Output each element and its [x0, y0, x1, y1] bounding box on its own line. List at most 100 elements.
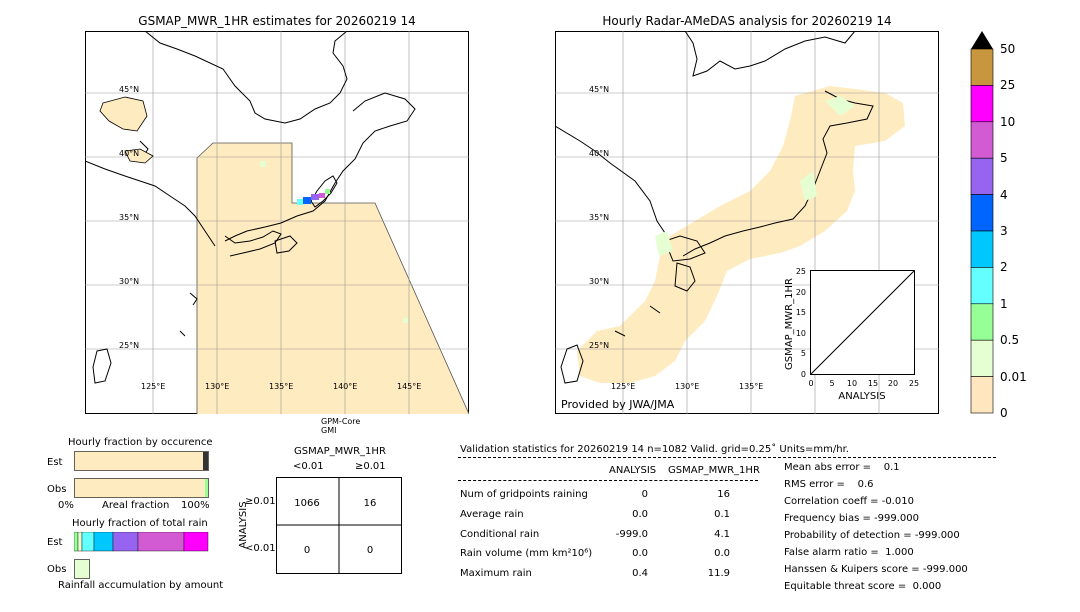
contingency-cell-b: 16 — [364, 498, 377, 509]
contingency-cell-a: 1066 — [294, 498, 319, 509]
contingency-title: GSMAP_MWR_1HR — [294, 446, 386, 457]
inset-xtick-10: 10 — [847, 379, 857, 388]
left-map-title: GSMAP_MWR_1HR estimates for 20260219 14 — [138, 14, 416, 28]
score-pod: Probability of detection = -999.000 — [784, 530, 960, 541]
validation-header: Validation statistics for 20260219 14 n=… — [460, 444, 849, 455]
fraction-est-label-2: Est — [47, 537, 63, 548]
colorbar-label-2: 2 — [1000, 260, 1008, 274]
contingency-cell-d: 0 — [367, 545, 373, 556]
fraction-est-label: Est — [47, 457, 63, 468]
satellite-label-1: GPM-Core — [321, 417, 361, 426]
colorbar-label-25: 25 — [1000, 78, 1015, 92]
score-mae: Mean abs error = 0.1 — [784, 462, 900, 473]
validation-row-gsmap: 4.1 — [714, 529, 730, 540]
score-corr: Correlation coeff = -0.010 — [784, 496, 914, 507]
inset-ytick-15: 15 — [796, 308, 806, 317]
inset-xtick-15: 15 — [868, 379, 878, 388]
contingency-cell-c: 0 — [304, 545, 310, 556]
colorbar-swatch-1-2 — [970, 267, 994, 305]
fraction-occurrence-title: Hourly fraction by occurence — [68, 437, 213, 448]
inset-ytick-5: 5 — [801, 349, 806, 358]
contingency-row-ge: ≥0.01 — [245, 496, 276, 507]
colorbar-swatch-10-25 — [970, 85, 994, 123]
colorbar-swatch-05-1 — [970, 303, 994, 341]
inset-ytick-0: 0 — [801, 370, 806, 379]
colorbar-label-4: 4 — [1000, 188, 1008, 202]
validation-row-analysis: 0.0 — [632, 548, 648, 559]
validation-row-label: Num of gridpoints raining — [460, 489, 588, 500]
validation-row-label: Maximum rain — [460, 568, 532, 579]
left-lon-145: 145°E — [397, 382, 421, 391]
fraction-total-title: Hourly fraction of total rain — [72, 518, 208, 529]
validation-col-rule — [458, 480, 758, 481]
right-lat-25: 25°N — [589, 341, 609, 350]
fraction-total-bars — [74, 532, 209, 579]
colorbar-swatch-5-10 — [970, 121, 994, 159]
contingency-col-lt: <0.01 — [293, 461, 324, 472]
validation-col-analysis: ANALYSIS — [609, 465, 657, 476]
validation-row-label: Rain volume (mm km²10⁶) — [460, 548, 593, 559]
left-map: 45°N 40°N 35°N 30°N 25°N 125°E 130°E 135… — [85, 31, 469, 414]
score-rmse: RMS error = 0.6 — [784, 479, 874, 490]
fraction-axis-mid: Areal fraction — [102, 500, 170, 511]
colorbar-swatch-0-001 — [970, 376, 994, 414]
left-lat-35: 35°N — [119, 213, 139, 222]
validation-row-gsmap: 0.1 — [714, 509, 730, 520]
right-lat-30: 30°N — [589, 277, 609, 286]
fraction-obs-label: Obs — [47, 484, 67, 495]
validation-col-gsmap: GSMAP_MWR_1HR — [668, 465, 760, 476]
colorbar-label-1: 1 — [1000, 297, 1008, 311]
inset-scatter: 0 5 10 15 20 25 0 5 10 15 20 25 ANALYSIS… — [784, 267, 919, 402]
colorbar-label-001: 0.01 — [1000, 370, 1027, 384]
colorbar-swatch-4-5 — [970, 157, 994, 195]
colorbar-label-0: 0 — [1000, 406, 1008, 420]
right-lon-130: 130°E — [675, 382, 699, 391]
colorbar-swatch-3-4 — [970, 194, 994, 232]
inset-ytick-20: 20 — [796, 288, 806, 297]
validation-row-analysis: 0.4 — [632, 568, 648, 579]
left-lon-140: 140°E — [333, 382, 357, 391]
right-lat-40: 40°N — [589, 149, 609, 158]
colorbar: 50 25 10 5 4 3 2 1 0.5 0.01 0 — [970, 31, 1027, 420]
left-lat-40: 40°N — [119, 149, 139, 158]
colorbar-label-50: 50 — [1000, 42, 1015, 56]
validation-header-rule — [458, 457, 996, 458]
colorbar-swatch-25-50 — [970, 48, 994, 86]
score-freq-bias: Frequency bias = -999.000 — [784, 513, 919, 524]
colorbar-swatch-2-3 — [970, 230, 994, 268]
validation-row-analysis: -999.0 — [615, 529, 648, 540]
validation-row-gsmap: 16 — [717, 489, 730, 500]
fraction-axis-right: 100% — [181, 500, 210, 511]
score-hk: Hanssen & Kuipers score = -999.000 — [784, 564, 968, 575]
contingency-col-ge: ≥0.01 — [355, 461, 386, 472]
score-far: False alarm ratio = 1.000 — [784, 547, 914, 558]
left-lon-130: 130°E — [205, 382, 229, 391]
left-lat-30: 30°N — [119, 277, 139, 286]
right-lon-135: 135°E — [739, 382, 763, 391]
fraction-axis-left: 0% — [58, 500, 74, 511]
inset-ytick-25: 25 — [796, 267, 806, 276]
validation-row-gsmap: 0.0 — [714, 548, 730, 559]
right-lat-35: 35°N — [589, 213, 609, 222]
right-map-title: Hourly Radar-AMeDAS analysis for 2026021… — [602, 14, 892, 28]
fraction-occurrence-bars — [74, 451, 209, 498]
contingency-row-axis: ANALYSIS — [238, 501, 249, 548]
fraction-obs-label-2: Obs — [47, 564, 67, 575]
radar-coverage — [577, 86, 905, 383]
left-lon-125: 125°E — [141, 382, 165, 391]
right-lon-125: 125°E — [611, 382, 635, 391]
colorbar-label-3: 3 — [1000, 224, 1008, 238]
left-lat-25: 25°N — [119, 341, 139, 350]
right-lat-45: 45°N — [589, 85, 609, 94]
provider-text: Provided by JWA/JMA — [561, 398, 675, 411]
colorbar-label-5: 5 — [1000, 151, 1008, 165]
inset-xtick-0: 0 — [808, 379, 813, 388]
validation-row-label: Conditional rain — [460, 529, 540, 540]
validation-row-analysis: 0 — [641, 489, 648, 500]
fraction-footer: Rainfall accumulation by amount — [58, 580, 224, 591]
colorbar-swatch-001-05 — [970, 339, 994, 377]
inset-ytick-10: 10 — [796, 329, 806, 338]
left-lat-45: 45°N — [119, 85, 139, 94]
inset-xtick-25: 25 — [909, 379, 919, 388]
inset-ylabel: GSMAP_MWR_1HR — [784, 278, 795, 370]
